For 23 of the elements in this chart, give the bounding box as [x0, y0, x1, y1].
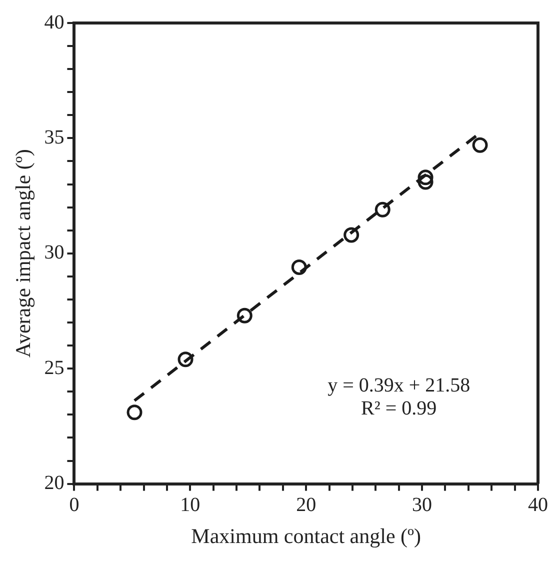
point — [236, 308, 252, 324]
annotation: R² = 0.99 — [361, 398, 437, 420]
point — [344, 227, 360, 243]
point — [418, 174, 434, 190]
y-tick-label: 25 — [44, 356, 64, 379]
y-tick-label: 35 — [44, 126, 64, 148]
y-tick-label: 30 — [44, 242, 64, 264]
y-axis-title: Average impact angle (º) — [11, 149, 36, 358]
y-tick-label: 40 — [44, 11, 64, 34]
x-axis-title: Maximum contact angle (º) — [191, 524, 422, 548]
point — [472, 137, 488, 153]
annotation: y = 0.39x + 21.58 — [328, 374, 470, 397]
point — [126, 404, 142, 420]
y-tick-label: 20 — [44, 472, 64, 494]
point — [374, 202, 390, 218]
x-tick-label: 0 — [69, 494, 80, 516]
x-tick-label: 10 — [180, 494, 200, 516]
point — [418, 170, 434, 186]
x-tick-label: 30 — [412, 494, 432, 516]
point — [291, 259, 307, 275]
x-tick-label: 40 — [528, 494, 548, 516]
x-tick-label: 20 — [296, 494, 316, 516]
point — [178, 352, 194, 368]
